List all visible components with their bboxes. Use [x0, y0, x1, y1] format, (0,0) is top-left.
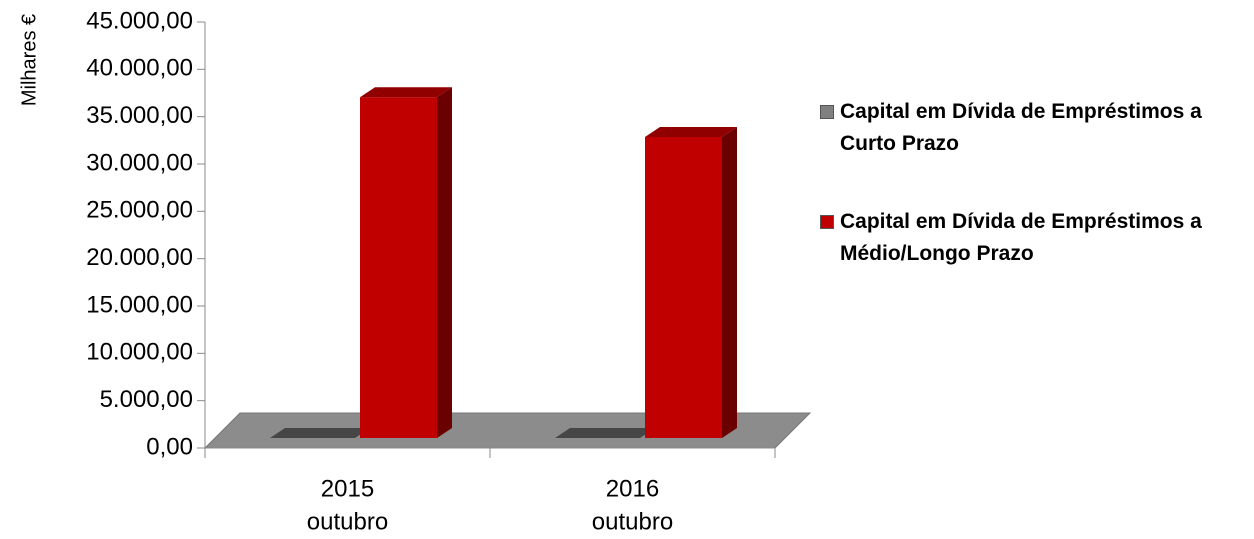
x-tick-label: 2015 [321, 475, 374, 502]
y-tick-label: 0,00 [146, 433, 193, 460]
y-tick-label: 15.000,00 [86, 291, 193, 318]
y-tick-label: 35.000,00 [86, 102, 193, 129]
legend-entry: Capital em Dívida de Empréstimos a Médio… [820, 206, 1254, 270]
bar [555, 428, 655, 438]
bar-side [437, 87, 452, 438]
legend-label: Capital em Dívida de Empréstimos a Médio… [840, 210, 1202, 265]
bar [360, 87, 452, 438]
legend-swatch [820, 105, 834, 119]
legend-entry: Capital em Dívida de Empréstimos a Curto… [820, 96, 1254, 160]
y-tick-label: 25.000,00 [86, 197, 193, 224]
bar-top [555, 428, 655, 438]
y-tick-label: 45.000,00 [86, 7, 193, 34]
bar-top [270, 428, 370, 438]
legend-label: Capital em Dívida de Empréstimos a Curto… [840, 100, 1202, 155]
x-tick-label: outubro [307, 508, 388, 535]
bar-front [645, 136, 722, 438]
bar-top [645, 126, 737, 137]
bar-top [360, 87, 452, 98]
y-tick-label: 5.000,00 [100, 386, 193, 413]
y-tick-label: 20.000,00 [86, 244, 193, 271]
bar-front [360, 97, 437, 438]
x-tick-label: outubro [592, 508, 673, 535]
y-tick-label: 40.000,00 [86, 55, 193, 82]
bar-side [722, 126, 737, 439]
x-tick-label: 2016 [606, 475, 659, 502]
y-axis-label: Milhares € [18, 14, 40, 106]
bar [645, 126, 737, 439]
legend-swatch [820, 215, 834, 229]
bar [270, 428, 370, 438]
y-tick-label: 30.000,00 [86, 149, 193, 176]
y-tick-label: 10.000,00 [86, 339, 193, 366]
